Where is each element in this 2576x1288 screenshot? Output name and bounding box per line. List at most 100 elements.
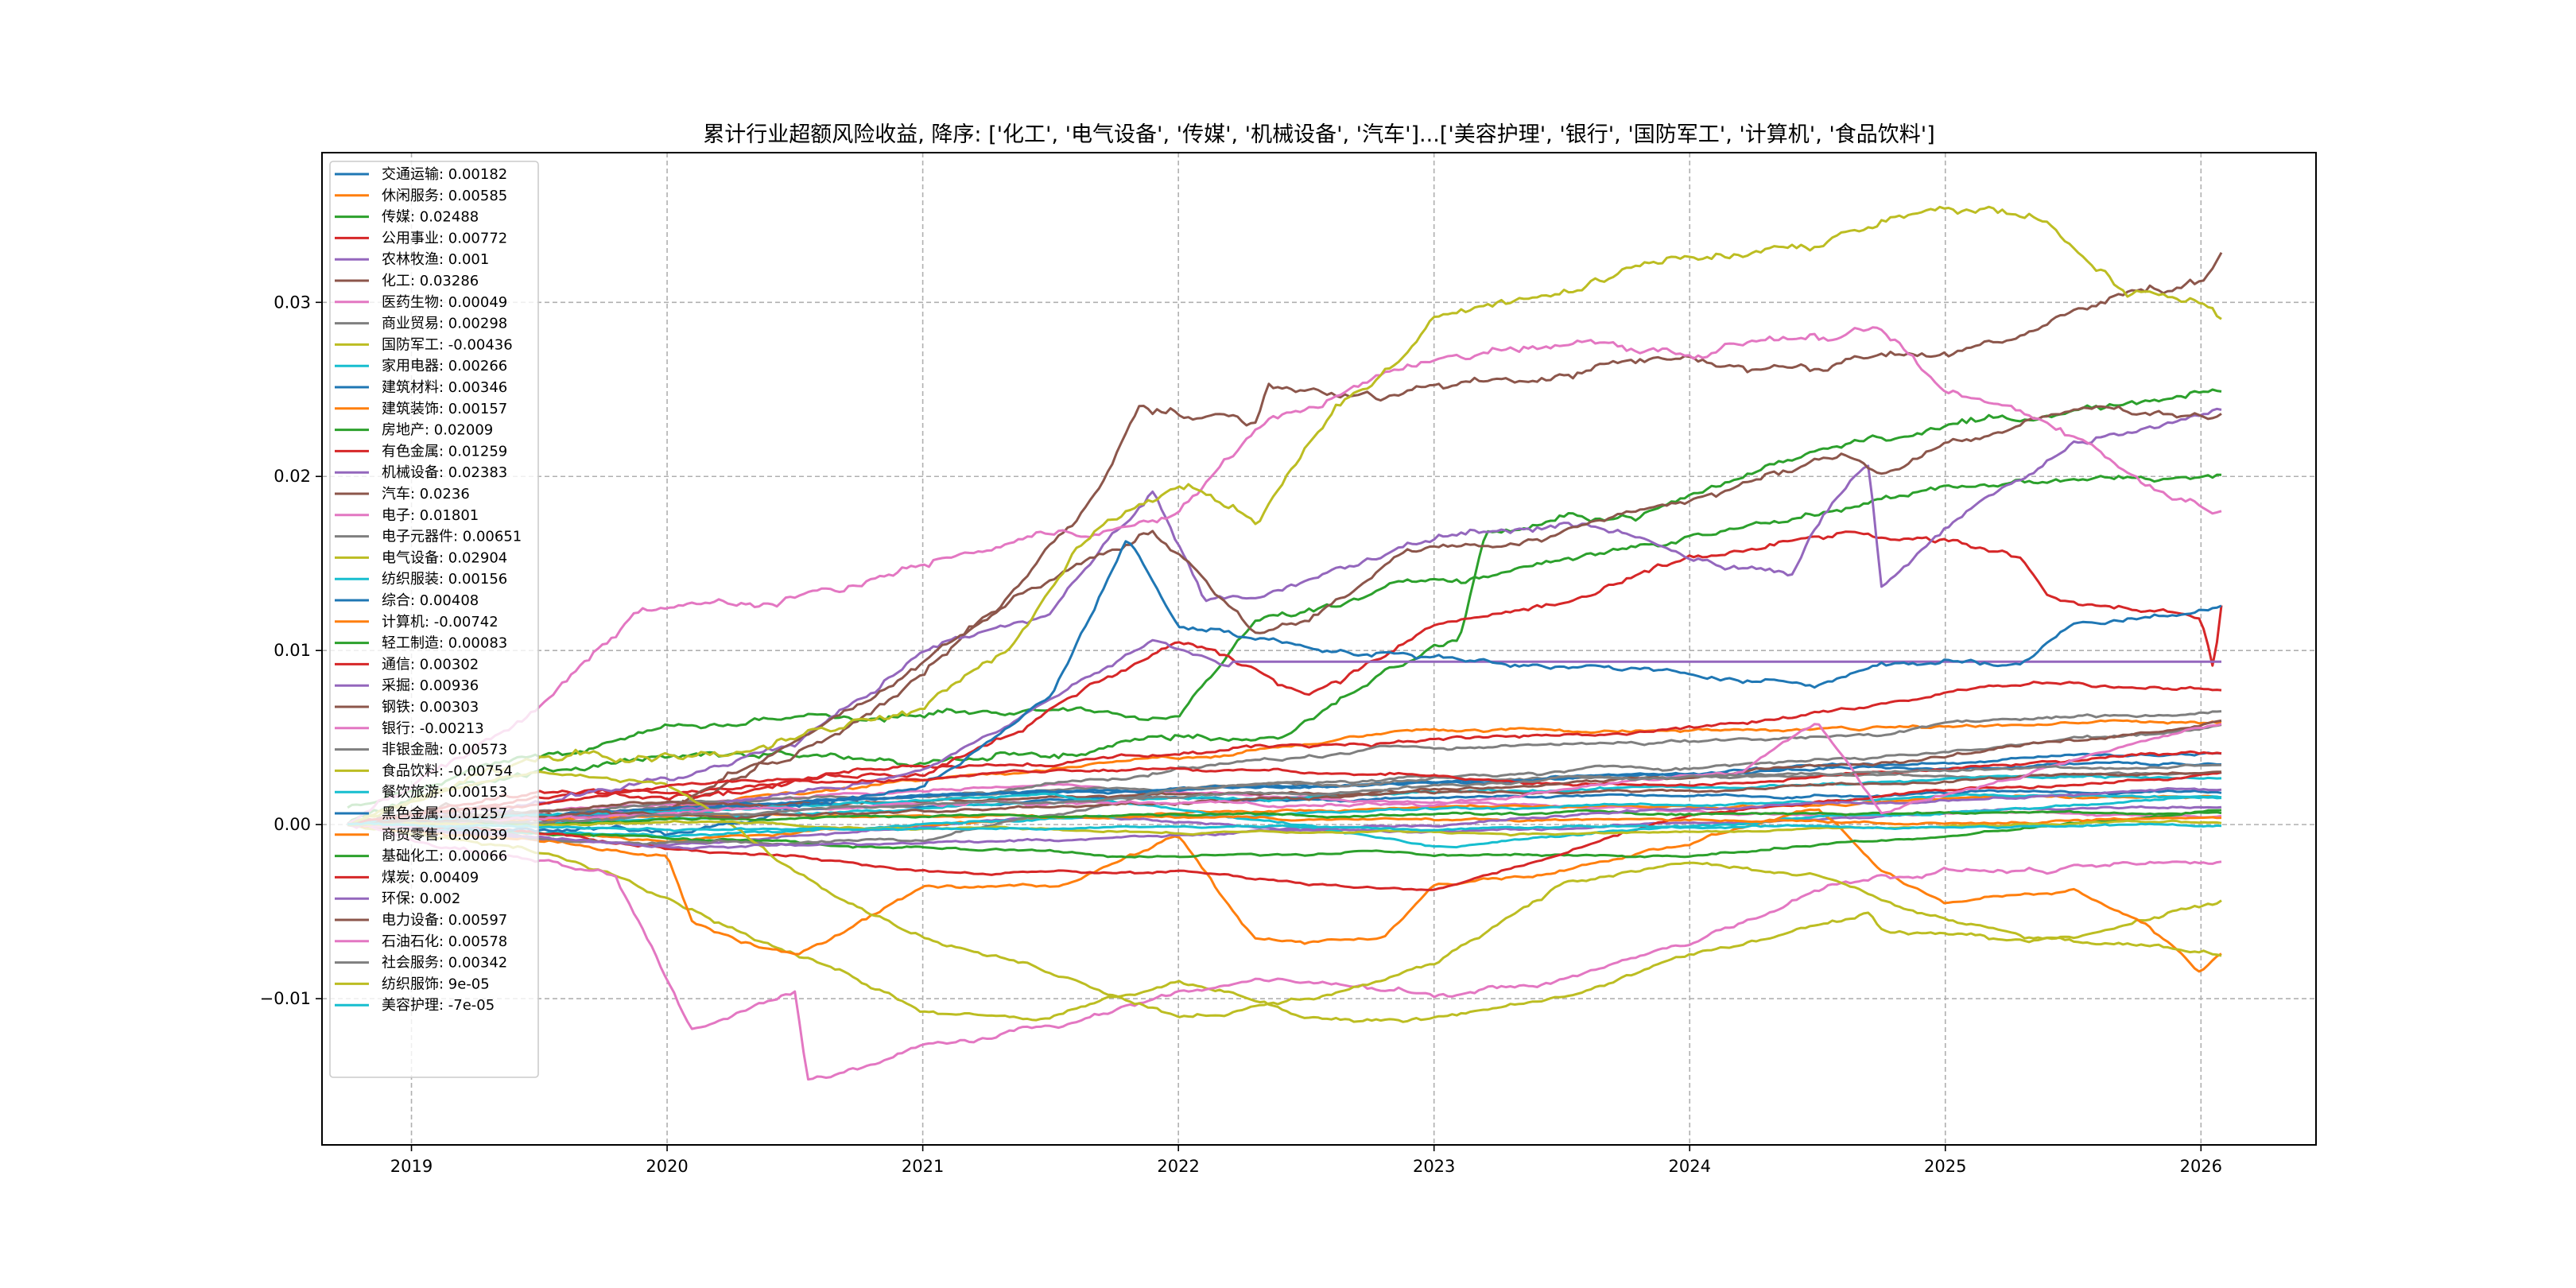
legend-item: 建筑材料: 0.00346	[335, 379, 507, 396]
legend-item: 公用事业: 0.00772	[335, 230, 507, 246]
legend-item: 社会服务: 0.00342	[335, 955, 507, 972]
legend-label: 煤炭: 0.00409	[382, 869, 479, 886]
series-line-26	[347, 823, 2222, 1081]
legend-label: 房地产: 0.02009	[382, 422, 493, 439]
legend-label: 基础化工: 0.00066	[382, 848, 507, 865]
legend-item: 商贸零售: 0.00039	[335, 827, 507, 844]
legend-item: 通信: 0.00302	[335, 656, 479, 673]
legend-label: 计算机: -0.00742	[382, 614, 499, 630]
series-line-18	[347, 205, 2222, 826]
series-lines	[347, 205, 2223, 1081]
series-line-21	[347, 808, 2222, 973]
legend-label: 采掘: 0.00936	[382, 677, 479, 694]
legend-item: 非银金融: 0.00573	[335, 742, 507, 758]
legend-label: 餐饮旅游: 0.00153	[382, 784, 507, 801]
legend-item: 电子: 0.01801	[335, 507, 479, 524]
series-line-17	[347, 710, 2222, 827]
legend-item: 休闲服务: 0.00585	[335, 188, 507, 204]
legend-item: 传媒: 0.02488	[335, 209, 479, 226]
legend-label: 传媒: 0.02488	[382, 209, 479, 226]
legend-item: 房地产: 0.02009	[335, 422, 493, 439]
x-tick-label: 2024	[1669, 1157, 1711, 1176]
x-tick-label: 2023	[1413, 1157, 1455, 1176]
legend-item: 纺织服装: 0.00156	[335, 571, 507, 588]
legend-label: 非银金融: 0.00573	[382, 742, 507, 758]
legend-item: 国防军工: -0.00436	[335, 336, 513, 353]
x-tick-label: 2025	[1924, 1157, 1966, 1176]
axis-ticks: 2019 2020 2021 2022 2023 2024 2025 2026 −0.01 0.0…	[260, 293, 2222, 1176]
legend-item: 家用电器: 0.00266	[335, 358, 507, 374]
legend-item: 煤炭: 0.00409	[335, 869, 479, 886]
series-line-11	[347, 794, 2222, 844]
legend-item: 建筑装饰: 0.00157	[335, 401, 507, 417]
legend-label: 纺织服饰: 9e-05	[382, 976, 490, 992]
legend-item: 电力设备: 0.00597	[335, 912, 507, 929]
y-tick-label: 0.02	[274, 467, 311, 486]
series-line-37	[347, 763, 2222, 826]
legend-item: 美容护理: -7e-05	[335, 997, 495, 1014]
legend-label: 电子: 0.01801	[382, 507, 479, 524]
legend-item: 农林牧渔: 0.001	[335, 251, 489, 268]
series-line-15	[347, 405, 2222, 827]
legend-label: 有色金属: 0.01259	[382, 443, 507, 460]
legend-label: 综合: 0.00408	[382, 592, 479, 609]
legend-item: 综合: 0.00408	[335, 592, 479, 609]
legend-label: 家用电器: 0.00266	[382, 358, 507, 374]
grid	[322, 153, 2316, 1145]
legend-label: 汽车: 0.0236	[382, 486, 470, 502]
legend-label: 化工: 0.03286	[382, 273, 479, 289]
series-line-14	[347, 407, 2222, 826]
legend-label: 纺织服装: 0.00156	[382, 571, 507, 588]
series-line-20	[347, 751, 2222, 826]
legend-label: 交通运输: 0.00182	[382, 166, 507, 183]
legend-label: 通信: 0.00302	[382, 656, 479, 673]
x-tick-label: 2021	[902, 1157, 944, 1176]
legend-item: 计算机: -0.00742	[335, 614, 499, 630]
legend-item: 汽车: 0.0236	[335, 486, 470, 502]
series-line-22	[347, 809, 2222, 859]
legend-label: 休闲服务: 0.00585	[382, 188, 507, 204]
legend-item: 电气设备: 0.02904	[335, 549, 507, 566]
legend-item: 采掘: 0.00936	[335, 677, 479, 694]
legend-item: 银行: -0.00213	[335, 720, 484, 737]
x-tick-label: 2019	[390, 1157, 433, 1176]
x-tick-label: 2020	[646, 1157, 688, 1176]
legend-label: 黑色金属: 0.01257	[382, 805, 507, 822]
x-tick-label: 2022	[1157, 1157, 1199, 1176]
series-line-30	[347, 540, 2222, 836]
legend-label: 电子元器件: 0.00651	[382, 529, 522, 545]
series-line-3	[347, 681, 2222, 826]
legend-item: 机械设备: 0.02383	[335, 464, 507, 481]
legend-label: 轻工制造: 0.00083	[382, 635, 507, 652]
legend-label: 食品饮料: -0.00754	[382, 762, 513, 779]
series-line-12	[347, 473, 2222, 809]
legend-item: 黑色金属: 0.01257	[335, 805, 507, 822]
legend-label: 钢铁: 0.00303	[382, 699, 479, 716]
series-line-36	[347, 723, 2222, 828]
legend-item: 有色金属: 0.01259	[335, 443, 507, 460]
legend-item: 轻工制造: 0.00083	[335, 635, 507, 652]
legend-item: 餐饮旅游: 0.00153	[335, 784, 507, 801]
legend-box	[329, 161, 539, 1078]
y-tick-label: 0.01	[274, 641, 311, 660]
legend: 交通运输: 0.00182 休闲服务: 0.00585 传媒: 0.02488 公用事…	[329, 161, 539, 1078]
x-tick-label: 2026	[2180, 1157, 2222, 1176]
legend-item: 纺织服饰: 9e-05	[335, 976, 490, 992]
y-tick-label: 0.03	[274, 293, 311, 312]
legend-label: 银行: -0.00213	[382, 720, 484, 737]
legend-label: 农林牧渔: 0.001	[382, 251, 489, 268]
legend-label: 机械设备: 0.02383	[382, 464, 507, 481]
y-tick-label: −0.01	[260, 989, 311, 1008]
legend-label: 电力设备: 0.00597	[382, 912, 507, 929]
legend-item: 化工: 0.03286	[335, 273, 479, 289]
legend-label: 社会服务: 0.00342	[382, 955, 507, 972]
series-line-13	[347, 530, 2223, 826]
legend-label: 国防军工: -0.00436	[382, 336, 513, 353]
axes-frame	[321, 152, 2317, 1146]
legend-item: 基础化工: 0.00066	[335, 848, 507, 865]
series-line-39	[347, 821, 2222, 832]
series-line-28	[347, 770, 2222, 1018]
legend-item: 电子元器件: 0.00651	[335, 529, 522, 545]
legend-label: 美容护理: -7e-05	[382, 997, 495, 1014]
